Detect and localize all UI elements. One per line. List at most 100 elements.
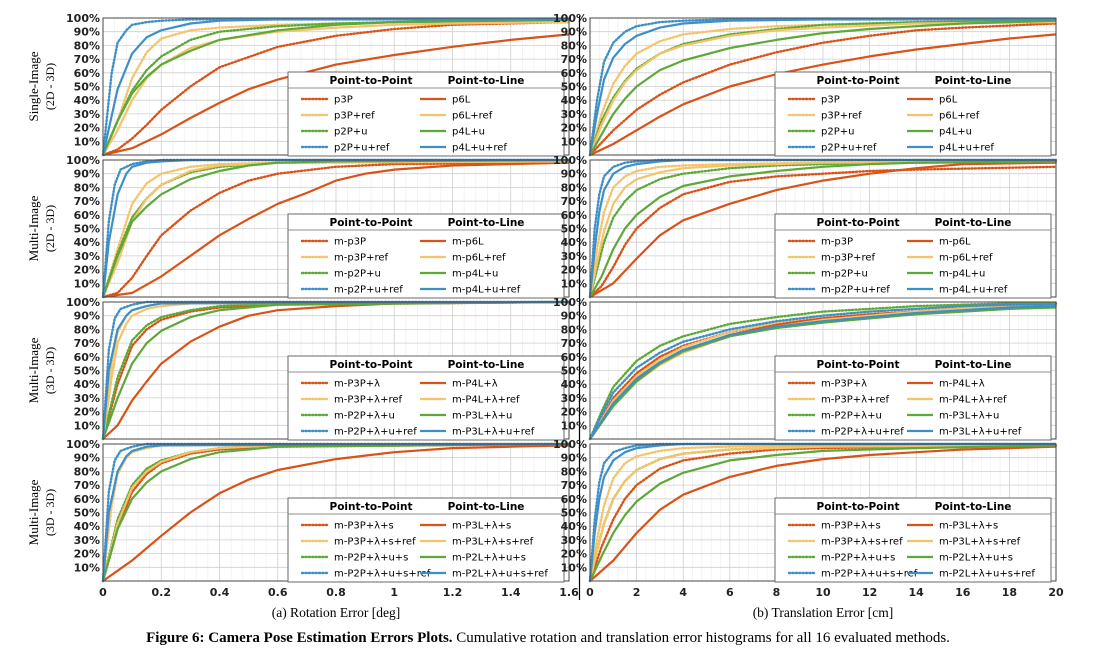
series-line	[589, 160, 1057, 298]
series-line	[101, 300, 570, 440]
legend-entry: m-p2P+u+ref	[334, 285, 403, 296]
y-tick-label: 40%	[561, 94, 587, 107]
x-tick-label: 0.4	[210, 586, 230, 599]
row-label-line: (3D - 3D)	[43, 489, 57, 536]
x-tick-label: 16	[955, 586, 971, 599]
series-line	[102, 300, 570, 440]
y-tick-label: 80%	[561, 465, 587, 478]
legend-header-point: Point-to-Point	[330, 359, 413, 371]
y-tick-label: 50%	[561, 507, 587, 520]
series-line	[588, 165, 1058, 299]
y-tick-label: 60%	[561, 67, 587, 80]
y-tick-label: 80%	[74, 323, 100, 336]
legend-entry: m-P3P+λ	[821, 379, 867, 390]
legend-header-line: Point-to-Line	[935, 501, 1012, 513]
series-line	[589, 444, 1057, 582]
series-line	[102, 444, 570, 582]
series-line	[588, 21, 1057, 156]
y-tick-label: 50%	[561, 365, 587, 378]
y-tick-label: 100%	[553, 154, 587, 167]
y-tick-label: 20%	[74, 406, 100, 419]
series-line	[588, 444, 1057, 582]
legend-entry: p4L+u	[939, 127, 972, 138]
legend-header-point: Point-to-Point	[330, 217, 413, 229]
legend-entry: m-P3P+λ+s	[334, 521, 394, 532]
y-tick-label: 30%	[74, 534, 100, 547]
legend-header-point: Point-to-Point	[817, 217, 900, 229]
panel-rotation-2: 10%20%30%40%50%60%70%80%90%100% Point-to-…	[66, 296, 571, 441]
legend-entry: p4L+u	[452, 127, 485, 138]
series-line	[588, 302, 1058, 441]
legend-entry: m-P2P+λ+u+s	[821, 553, 895, 564]
series-line	[101, 158, 570, 298]
y-tick-label: 60%	[74, 493, 100, 506]
row-label-line: (2D - 3D)	[43, 63, 57, 110]
y-tick-label: 10%	[561, 561, 587, 574]
y-tick-label: 100%	[66, 12, 100, 25]
panel-rotation-1: 10%20%30%40%50%60%70%80%90%100% Point-to-…	[66, 154, 571, 299]
legend-entry: m-p6L	[452, 237, 484, 248]
y-tick-label: 30%	[561, 108, 587, 121]
series-line	[102, 21, 570, 156]
y-tick-label: 100%	[553, 296, 587, 309]
legend-entry: p3P+ref	[334, 111, 375, 122]
panel-translation-3: 10%20%30%40%50%60%70%80%90%100% Point-to-…	[553, 438, 1064, 599]
series-line	[101, 18, 569, 156]
x-tick-label: 4	[679, 586, 687, 599]
series-line	[101, 300, 571, 441]
x-tick-label: 20	[1048, 586, 1064, 599]
legend-entry: p6L	[452, 95, 471, 106]
series-line	[588, 442, 1056, 582]
legend-entry: m-P3L+λ+s+ref	[939, 537, 1021, 548]
legend-entry: m-P3L+λ+u	[939, 411, 999, 422]
y-tick-label: 90%	[561, 168, 587, 181]
series-line	[589, 306, 1057, 440]
series-line	[589, 161, 1057, 298]
row-label-line: Multi-Image	[26, 479, 41, 545]
series-line	[588, 303, 1058, 441]
series-line	[589, 445, 1057, 582]
row-label-line: (2D - 3D)	[43, 205, 57, 252]
legend: Point-to-Point Point-to-Line m-P3P+λ+s m-P3…	[774, 497, 1052, 583]
legend-entry: m-P2P+λ+u+s+ref	[334, 569, 431, 580]
legend-entry: m-p4L+u+ref	[939, 285, 1008, 296]
y-tick-label: 70%	[74, 195, 100, 208]
y-tick-label: 60%	[74, 351, 100, 364]
legend-entry: p3P+ref	[821, 111, 862, 122]
x-tick-label: 0	[99, 586, 107, 599]
x-tick-label: 8	[773, 586, 781, 599]
panel-translation-1: 10%20%30%40%50%60%70%80%90%100% Point-to-…	[553, 154, 1058, 299]
y-tick-label: 50%	[561, 223, 587, 236]
legend-header-point: Point-to-Point	[330, 501, 413, 513]
legend-entry: m-P2L+λ+u+s	[452, 553, 526, 564]
legend-entry: m-p3P+ref	[334, 253, 389, 264]
y-tick-label: 70%	[561, 195, 587, 208]
x-tick-label: 6	[726, 586, 734, 599]
y-tick-label: 50%	[74, 223, 100, 236]
legend: Point-to-Point Point-to-Line p3P p3P+ref p2P…	[774, 71, 1052, 157]
legend-entry: p3P	[334, 95, 353, 106]
series-line	[588, 22, 1058, 157]
y-tick-label: 10%	[74, 419, 100, 432]
legend: Point-to-Point Point-to-Line m-P3P+λ m-P3P+…	[287, 355, 565, 441]
x-tick-label: 1.6	[559, 586, 579, 599]
legend: Point-to-Point Point-to-Line m-p3P m-p3P+re…	[774, 213, 1052, 299]
y-tick-label: 40%	[74, 94, 100, 107]
row-label-3: Multi-Image (3D - 3D)	[26, 479, 57, 545]
series-line	[588, 444, 1058, 583]
x-axis-title: (b) Translation Error [cm]	[753, 605, 894, 620]
legend-header-point: Point-to-Point	[817, 75, 900, 87]
row-label-2: Multi-Image (3D - 3D)	[26, 337, 57, 403]
y-tick-label: 100%	[66, 154, 100, 167]
legend-entry: m-P2P+λ+u	[821, 411, 882, 422]
y-tick-label: 80%	[74, 181, 100, 194]
series-line	[588, 160, 1057, 298]
y-tick-label: 60%	[561, 209, 587, 222]
y-tick-label: 10%	[74, 135, 100, 148]
y-tick-label: 50%	[74, 365, 100, 378]
y-tick-label: 30%	[561, 392, 587, 405]
panel-rotation-0: 10%20%30%40%50%60%70%80%90%100% Point-to-…	[66, 12, 571, 157]
legend-entry: m-p4L+u	[452, 269, 498, 280]
x-axis-title: (a) Rotation Error [deg]	[272, 605, 401, 620]
row-label-line: Multi-Image	[26, 337, 41, 403]
